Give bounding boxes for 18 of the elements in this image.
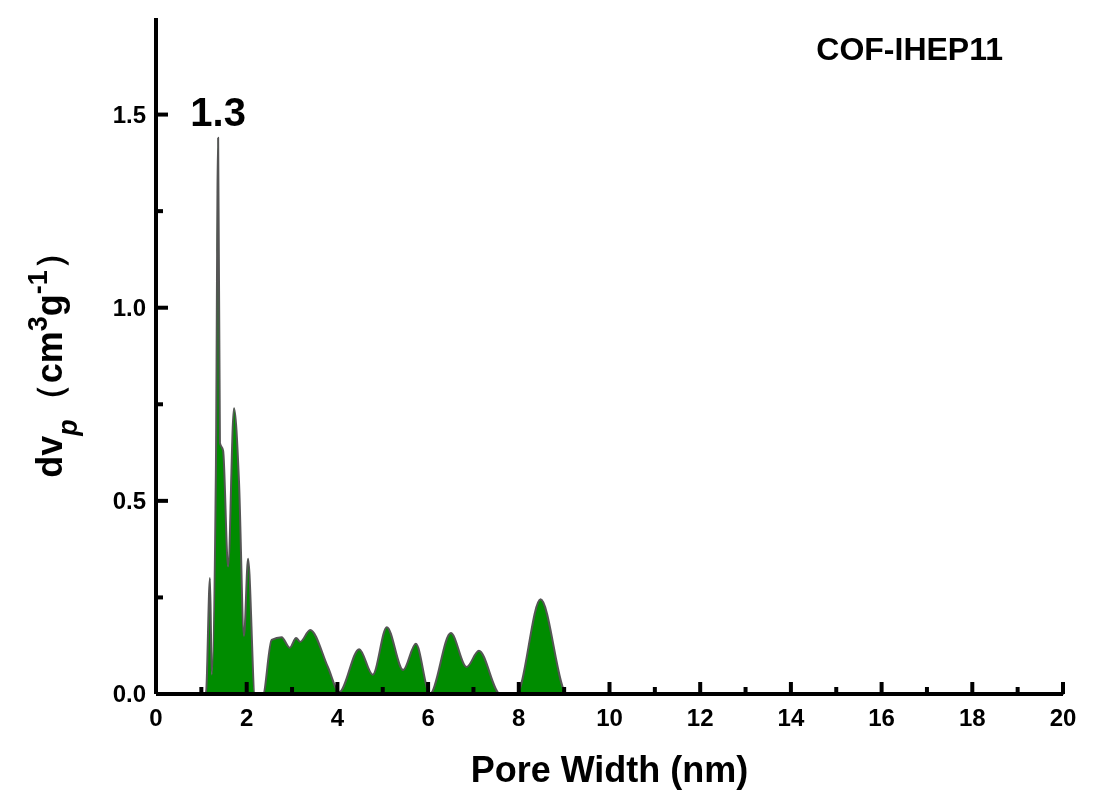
x-tick-label: 18 — [958, 704, 986, 731]
x-tick-label: 14 — [777, 704, 805, 731]
x-tick-label: 16 — [868, 704, 895, 731]
x-axis-title: Pore Width (nm) — [470, 749, 749, 790]
y-tick-label: 0.0 — [112, 680, 146, 707]
annotation: 1.3 — [190, 89, 246, 134]
x-tick-label: 12 — [686, 704, 714, 731]
x-tick-label: 10 — [596, 704, 623, 731]
x-tick-label: 4 — [330, 704, 345, 731]
x-tick-label: 20 — [1049, 704, 1077, 731]
x-tick-label: 0 — [149, 704, 163, 731]
y-tick-label: 0.5 — [112, 486, 146, 514]
x-tick-label: 2 — [240, 704, 254, 731]
y-tick-label: 1.5 — [112, 100, 146, 128]
x-tick-label: 6 — [421, 704, 435, 731]
y-tick-label: 1.0 — [112, 293, 146, 321]
chart-title: COF-IHEP11 — [816, 31, 1003, 67]
x-tick-label: 8 — [512, 704, 526, 731]
